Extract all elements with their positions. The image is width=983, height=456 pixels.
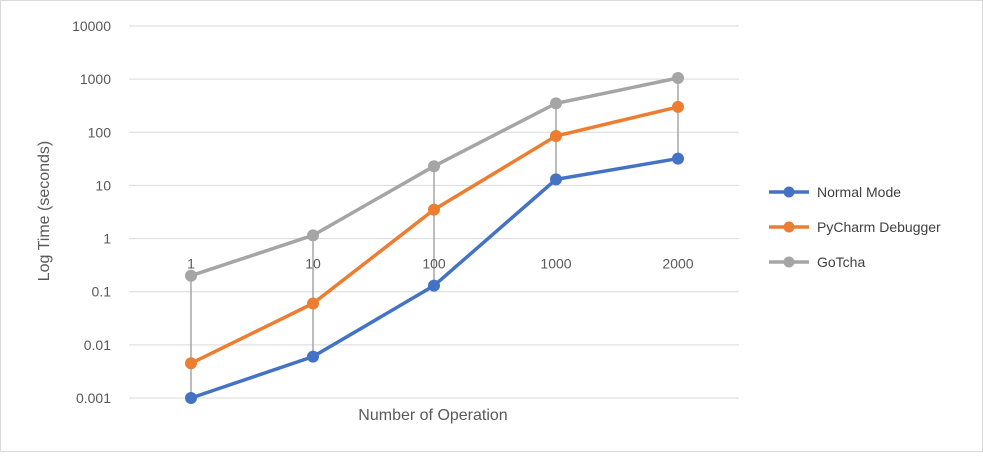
y-tick-label: 10 (95, 177, 111, 193)
legend-swatch-marker (783, 186, 795, 198)
data-point (307, 297, 319, 310)
data-point (672, 100, 684, 113)
x-tick-label: 1000 (540, 256, 571, 272)
y-tick-label: 0.001 (76, 390, 111, 406)
data-point (307, 350, 319, 363)
legend-item: Normal Mode (769, 184, 901, 200)
data-point (550, 130, 562, 143)
data-point (672, 72, 684, 85)
x-axis-title: Number of Operation (358, 407, 507, 424)
y-tick-label: 1 (103, 231, 111, 247)
legend-label: GoTcha (817, 254, 865, 270)
data-point (428, 160, 440, 173)
drop-lines (190, 78, 679, 398)
x-tick-label: 1 (187, 256, 195, 272)
data-point (185, 269, 197, 282)
data-point (428, 279, 440, 292)
x-tick-label: 10 (305, 256, 321, 272)
data-point (185, 392, 197, 404)
data-point (428, 203, 440, 216)
x-axis-ticks: 1 10 100 1000 2000 (187, 256, 694, 272)
data-point (185, 357, 197, 370)
legend-item: GoTcha (769, 254, 865, 270)
data-point (550, 173, 562, 186)
legend-label: PyCharm Debugger (817, 219, 941, 235)
x-tick-label: 100 (422, 256, 446, 272)
y-axis-title: Log Time (seconds) (36, 141, 53, 282)
y-tick-label: 0.1 (92, 284, 112, 300)
legend-label: Normal Mode (817, 184, 901, 200)
series-0 (185, 152, 684, 404)
legend: Normal Mode PyCharm Debugger GoTcha (769, 184, 941, 270)
legend-swatch-marker (783, 221, 795, 233)
data-point (672, 152, 684, 165)
y-tick-label: 1000 (80, 71, 111, 87)
data-point (307, 229, 319, 242)
y-tick-label: 0.01 (84, 337, 111, 353)
series (185, 72, 684, 404)
data-point (550, 97, 562, 110)
x-tick-label: 2000 (662, 256, 693, 272)
series-1 (185, 100, 684, 370)
legend-item: PyCharm Debugger (769, 219, 941, 235)
series-2 (185, 72, 684, 282)
legend-swatch-marker (783, 256, 795, 268)
y-tick-label: 100 (88, 124, 112, 140)
y-axis-ticks: 0.001 0.01 0.1 1 10 100 1000 10000 (72, 18, 111, 406)
y-tick-label: 10000 (72, 18, 111, 34)
